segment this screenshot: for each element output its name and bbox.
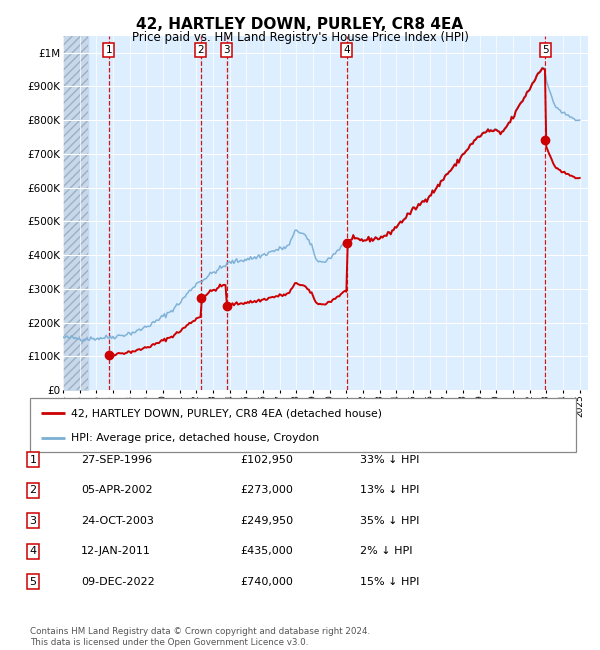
Text: 1: 1: [29, 454, 37, 465]
Text: 2: 2: [29, 485, 37, 495]
Text: Price paid vs. HM Land Registry's House Price Index (HPI): Price paid vs. HM Land Registry's House …: [131, 31, 469, 44]
Text: 1: 1: [106, 45, 112, 55]
Text: 42, HARTLEY DOWN, PURLEY, CR8 4EA: 42, HARTLEY DOWN, PURLEY, CR8 4EA: [136, 17, 464, 32]
Text: 27-SEP-1996: 27-SEP-1996: [81, 454, 152, 465]
Text: 2: 2: [197, 45, 204, 55]
Text: 12-JAN-2011: 12-JAN-2011: [81, 546, 151, 556]
Text: 33% ↓ HPI: 33% ↓ HPI: [360, 454, 419, 465]
FancyBboxPatch shape: [30, 398, 576, 452]
Text: 13% ↓ HPI: 13% ↓ HPI: [360, 485, 419, 495]
Text: Contains HM Land Registry data © Crown copyright and database right 2024.
This d: Contains HM Land Registry data © Crown c…: [30, 627, 370, 647]
Text: £273,000: £273,000: [240, 485, 293, 495]
Text: 5: 5: [542, 45, 548, 55]
Text: £740,000: £740,000: [240, 577, 293, 587]
Text: 42, HARTLEY DOWN, PURLEY, CR8 4EA (detached house): 42, HARTLEY DOWN, PURLEY, CR8 4EA (detac…: [71, 408, 382, 419]
Text: 4: 4: [29, 546, 37, 556]
Text: 5: 5: [29, 577, 37, 587]
Text: 05-APR-2002: 05-APR-2002: [81, 485, 152, 495]
Text: 3: 3: [29, 515, 37, 526]
Text: 2% ↓ HPI: 2% ↓ HPI: [360, 546, 413, 556]
Text: HPI: Average price, detached house, Croydon: HPI: Average price, detached house, Croy…: [71, 434, 319, 443]
Text: 35% ↓ HPI: 35% ↓ HPI: [360, 515, 419, 526]
Text: 24-OCT-2003: 24-OCT-2003: [81, 515, 154, 526]
Text: £249,950: £249,950: [240, 515, 293, 526]
Text: £435,000: £435,000: [240, 546, 293, 556]
Text: 3: 3: [223, 45, 230, 55]
Text: £102,950: £102,950: [240, 454, 293, 465]
Text: 15% ↓ HPI: 15% ↓ HPI: [360, 577, 419, 587]
Text: 09-DEC-2022: 09-DEC-2022: [81, 577, 155, 587]
Text: 4: 4: [344, 45, 350, 55]
